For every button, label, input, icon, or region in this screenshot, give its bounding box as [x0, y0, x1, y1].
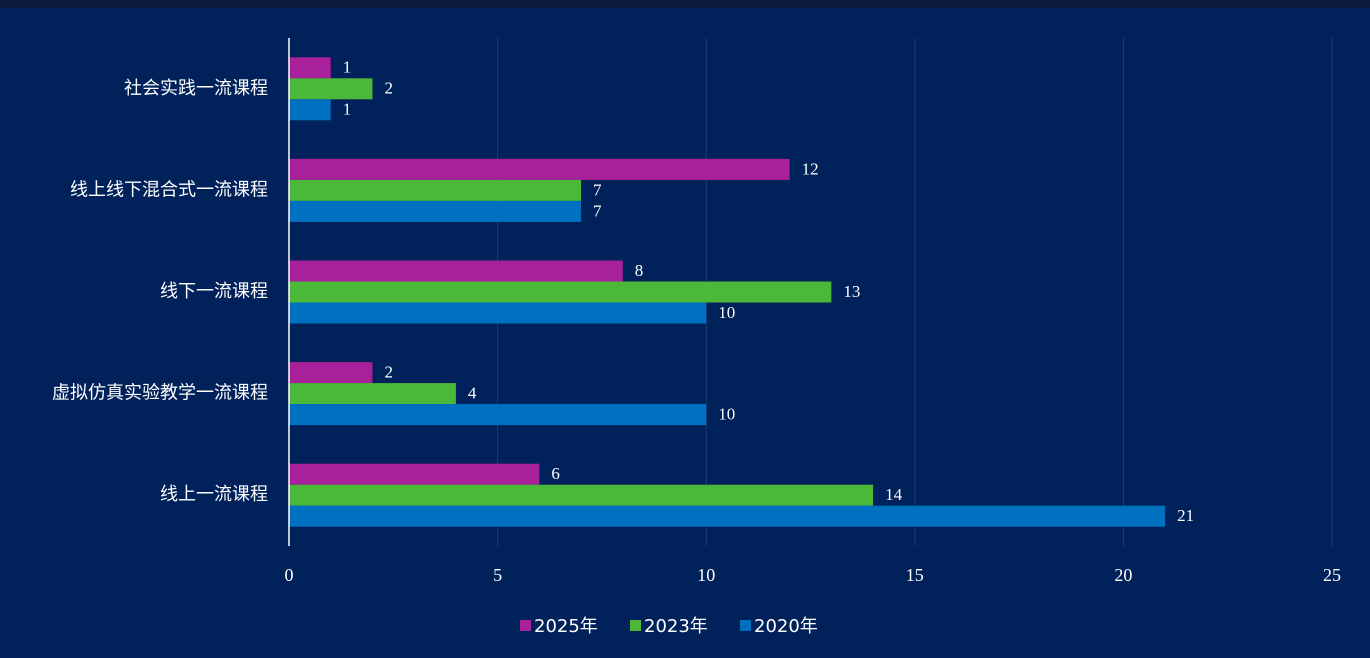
- value-label: 6: [551, 464, 560, 483]
- x-tick-label: 25: [1323, 565, 1341, 585]
- bar: [289, 383, 456, 405]
- bar: [289, 505, 1166, 527]
- value-label: 7: [593, 201, 602, 220]
- legend-label: 2025年: [534, 616, 598, 637]
- bar: [289, 158, 790, 180]
- y-tick-label: 虚拟仿真实验教学一流课程: [52, 383, 268, 404]
- legend-label: 2023年: [644, 616, 708, 637]
- value-label: 2: [384, 79, 393, 98]
- bar: [289, 281, 832, 303]
- x-tick-label: 10: [697, 565, 715, 585]
- value-label: 1: [343, 58, 352, 77]
- value-label: 12: [802, 159, 819, 178]
- bar: [289, 78, 373, 100]
- value-label: 13: [843, 282, 860, 301]
- value-label: 1: [343, 100, 352, 119]
- y-tick-label: 线下一流课程: [160, 281, 268, 302]
- value-label: 21: [1177, 506, 1194, 525]
- x-tick-label: 5: [493, 565, 502, 585]
- x-tick-label: 20: [1114, 565, 1132, 585]
- bar: [289, 260, 623, 282]
- legend-swatch: [740, 620, 751, 631]
- top-strip: [0, 0, 1370, 8]
- bar: [289, 463, 540, 485]
- value-label: 14: [885, 485, 903, 504]
- bar: [289, 484, 874, 506]
- y-tick-label: 线上线下混合式一流课程: [70, 179, 268, 200]
- bar: [289, 57, 331, 79]
- legend-swatch: [630, 620, 641, 631]
- value-label: 4: [468, 384, 477, 403]
- value-label: 2: [384, 363, 393, 382]
- y-tick-label: 线上一流课程: [160, 484, 268, 505]
- legend-label: 2020年: [754, 616, 818, 637]
- bar: [289, 179, 582, 201]
- bar: [289, 404, 707, 426]
- y-tick-label: 社会实践一流课程: [124, 78, 268, 99]
- legend-swatch: [520, 620, 531, 631]
- x-tick-label: 15: [906, 565, 924, 585]
- value-label: 7: [593, 180, 602, 199]
- value-label: 10: [718, 405, 735, 424]
- bar: [289, 302, 707, 324]
- x-tick-label: 0: [285, 565, 294, 585]
- bar: [289, 99, 331, 121]
- bar: [289, 362, 373, 384]
- value-label: 10: [718, 303, 735, 322]
- bar: [289, 200, 582, 222]
- value-label: 8: [635, 261, 644, 280]
